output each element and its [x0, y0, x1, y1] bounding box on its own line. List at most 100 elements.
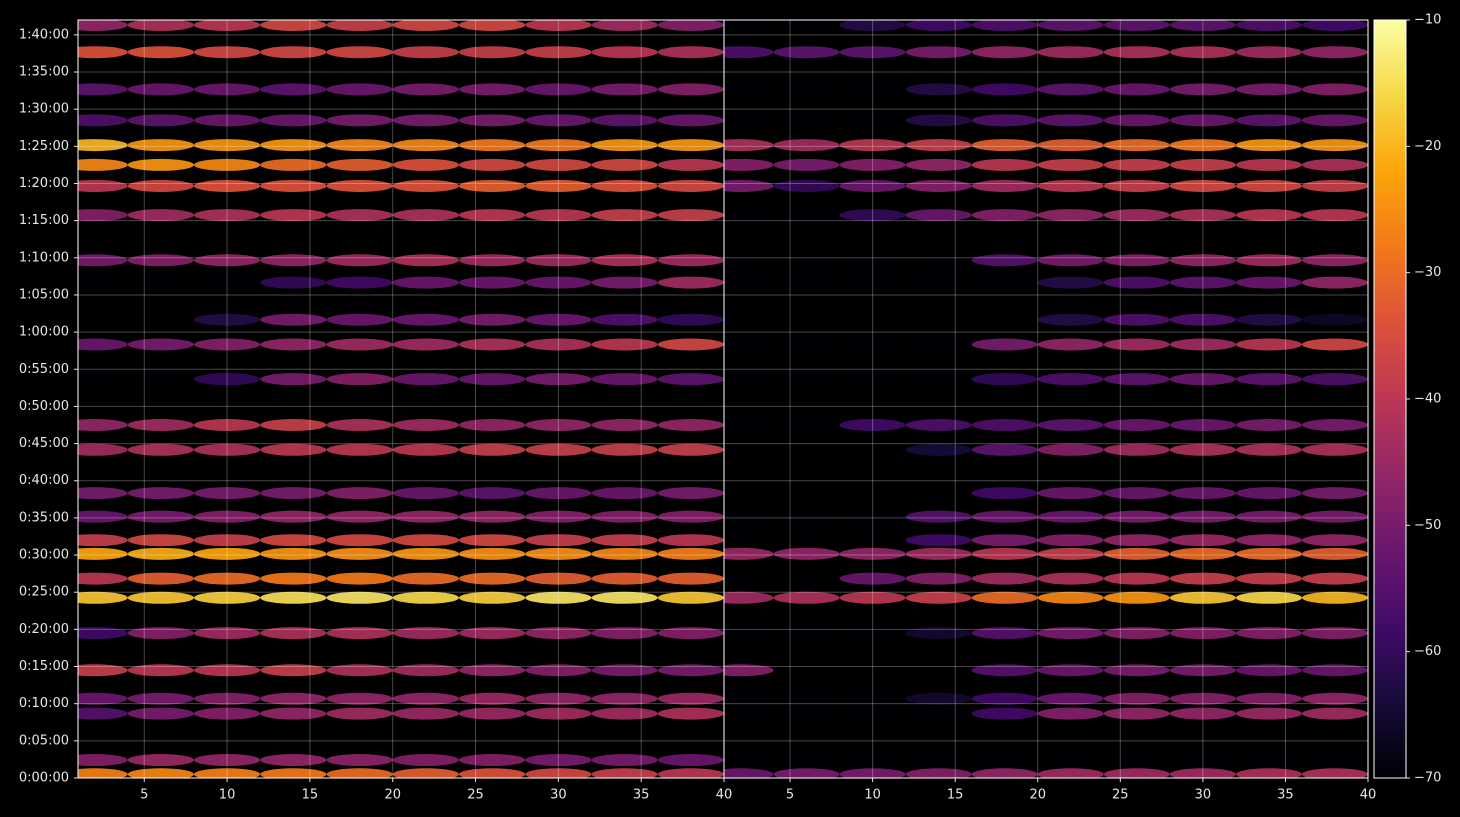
cell	[839, 487, 906, 500]
cell	[905, 338, 972, 351]
cell	[657, 179, 724, 192]
cell	[127, 338, 194, 351]
cell	[1169, 591, 1236, 604]
cell	[773, 754, 840, 767]
cell	[773, 534, 840, 547]
colorbar-tick-label: −10	[1414, 13, 1441, 28]
cell	[326, 209, 393, 222]
y-tick-label: 1:25:00	[19, 139, 69, 154]
cell	[525, 534, 592, 547]
cell	[260, 627, 327, 640]
cell	[905, 83, 972, 96]
cell	[392, 534, 459, 547]
cell	[591, 83, 658, 96]
cell	[971, 534, 1038, 547]
cell	[1103, 83, 1170, 96]
cell	[1235, 114, 1302, 127]
cell	[127, 276, 194, 289]
cell	[458, 179, 526, 192]
cell	[724, 276, 774, 289]
cell	[724, 510, 774, 523]
cell	[525, 419, 592, 432]
cell	[1037, 373, 1104, 386]
cell	[458, 664, 526, 677]
cell	[839, 534, 906, 547]
cell	[657, 692, 724, 705]
cell	[1235, 487, 1302, 500]
cell	[260, 373, 327, 386]
cell	[326, 139, 393, 152]
cell	[260, 419, 327, 432]
cell	[773, 664, 840, 677]
cell	[127, 692, 194, 705]
cell	[193, 114, 261, 127]
cell	[905, 179, 972, 192]
cell	[1103, 338, 1170, 351]
cell	[392, 179, 459, 192]
cell	[1301, 707, 1368, 720]
cell	[525, 179, 592, 192]
cell	[905, 692, 972, 705]
cell	[591, 373, 658, 386]
cell	[525, 487, 592, 500]
cell	[971, 487, 1038, 500]
cell	[326, 692, 393, 705]
cell	[525, 338, 592, 351]
cell	[905, 664, 972, 677]
colorbar-tick-label: −20	[1414, 139, 1441, 154]
x-tick-label: 30	[1195, 788, 1212, 803]
cell	[326, 114, 393, 127]
y-tick-label: 1:30:00	[19, 102, 69, 117]
cell	[591, 20, 658, 31]
cell	[1037, 754, 1104, 767]
cell	[1103, 443, 1170, 456]
cell	[971, 443, 1038, 456]
cell	[1103, 510, 1170, 523]
cell	[260, 664, 327, 677]
cell	[724, 179, 774, 192]
cell	[724, 46, 774, 59]
cell	[1235, 313, 1302, 326]
cell	[1037, 487, 1104, 500]
cell	[260, 139, 327, 152]
cell	[591, 572, 658, 585]
cell	[905, 373, 972, 386]
cell	[392, 443, 459, 456]
cell	[525, 547, 592, 560]
cell	[657, 209, 724, 222]
cell	[1301, 46, 1368, 59]
cell	[127, 179, 194, 192]
cell	[724, 443, 774, 456]
cell	[657, 254, 724, 267]
cell	[905, 534, 972, 547]
cell	[971, 254, 1038, 267]
cell	[458, 114, 526, 127]
cell	[773, 276, 840, 289]
cell	[1037, 20, 1104, 31]
cell	[525, 664, 592, 677]
cell	[78, 338, 128, 351]
cell	[657, 591, 724, 604]
cell	[260, 209, 327, 222]
cell	[1103, 209, 1170, 222]
cell	[657, 487, 724, 500]
cell	[1169, 419, 1236, 432]
cell	[127, 754, 194, 767]
cell	[839, 83, 906, 96]
cell	[1037, 510, 1104, 523]
cell	[1103, 276, 1170, 289]
cell	[1235, 419, 1302, 432]
cell	[839, 664, 906, 677]
cell	[78, 419, 128, 432]
x-tick-label: 35	[633, 788, 650, 803]
cell	[458, 338, 526, 351]
cell	[839, 692, 906, 705]
cell	[260, 534, 327, 547]
cell	[326, 591, 393, 604]
cell	[773, 627, 840, 640]
cell	[260, 338, 327, 351]
cell	[127, 20, 194, 31]
cell	[1235, 276, 1302, 289]
cell	[724, 547, 774, 560]
cell	[591, 443, 658, 456]
